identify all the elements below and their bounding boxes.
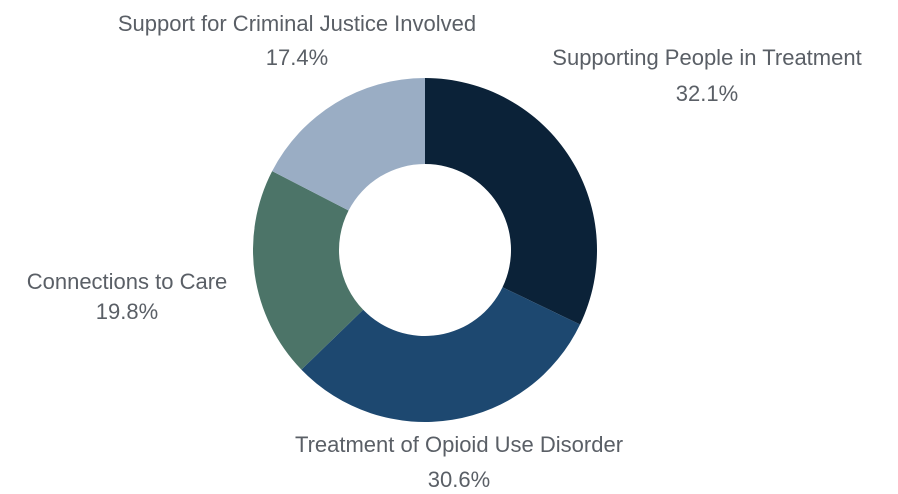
slice-value-connections-to-care: 19.8% [96,299,158,324]
slice-label-treatment-oud: Treatment of Opioid Use Disorder [295,432,623,457]
slice-supporting-people [425,78,597,325]
slice-group [253,78,597,422]
slice-label-criminal-justice: Support for Criminal Justice Involved [118,11,476,36]
slice-value-supporting-people: 32.1% [676,81,738,106]
slice-value-criminal-justice: 17.4% [266,45,328,70]
label-group: Supporting People in Treatment 32.1% Tre… [27,11,862,492]
slice-label-supporting-people: Supporting People in Treatment [552,45,861,70]
slice-label-connections-to-care: Connections to Care [27,269,228,294]
slice-treatment-oud [301,287,581,422]
slice-criminal-justice [272,78,425,211]
slice-value-treatment-oud: 30.6% [428,467,490,489]
slice-connections-to-care [253,171,364,370]
